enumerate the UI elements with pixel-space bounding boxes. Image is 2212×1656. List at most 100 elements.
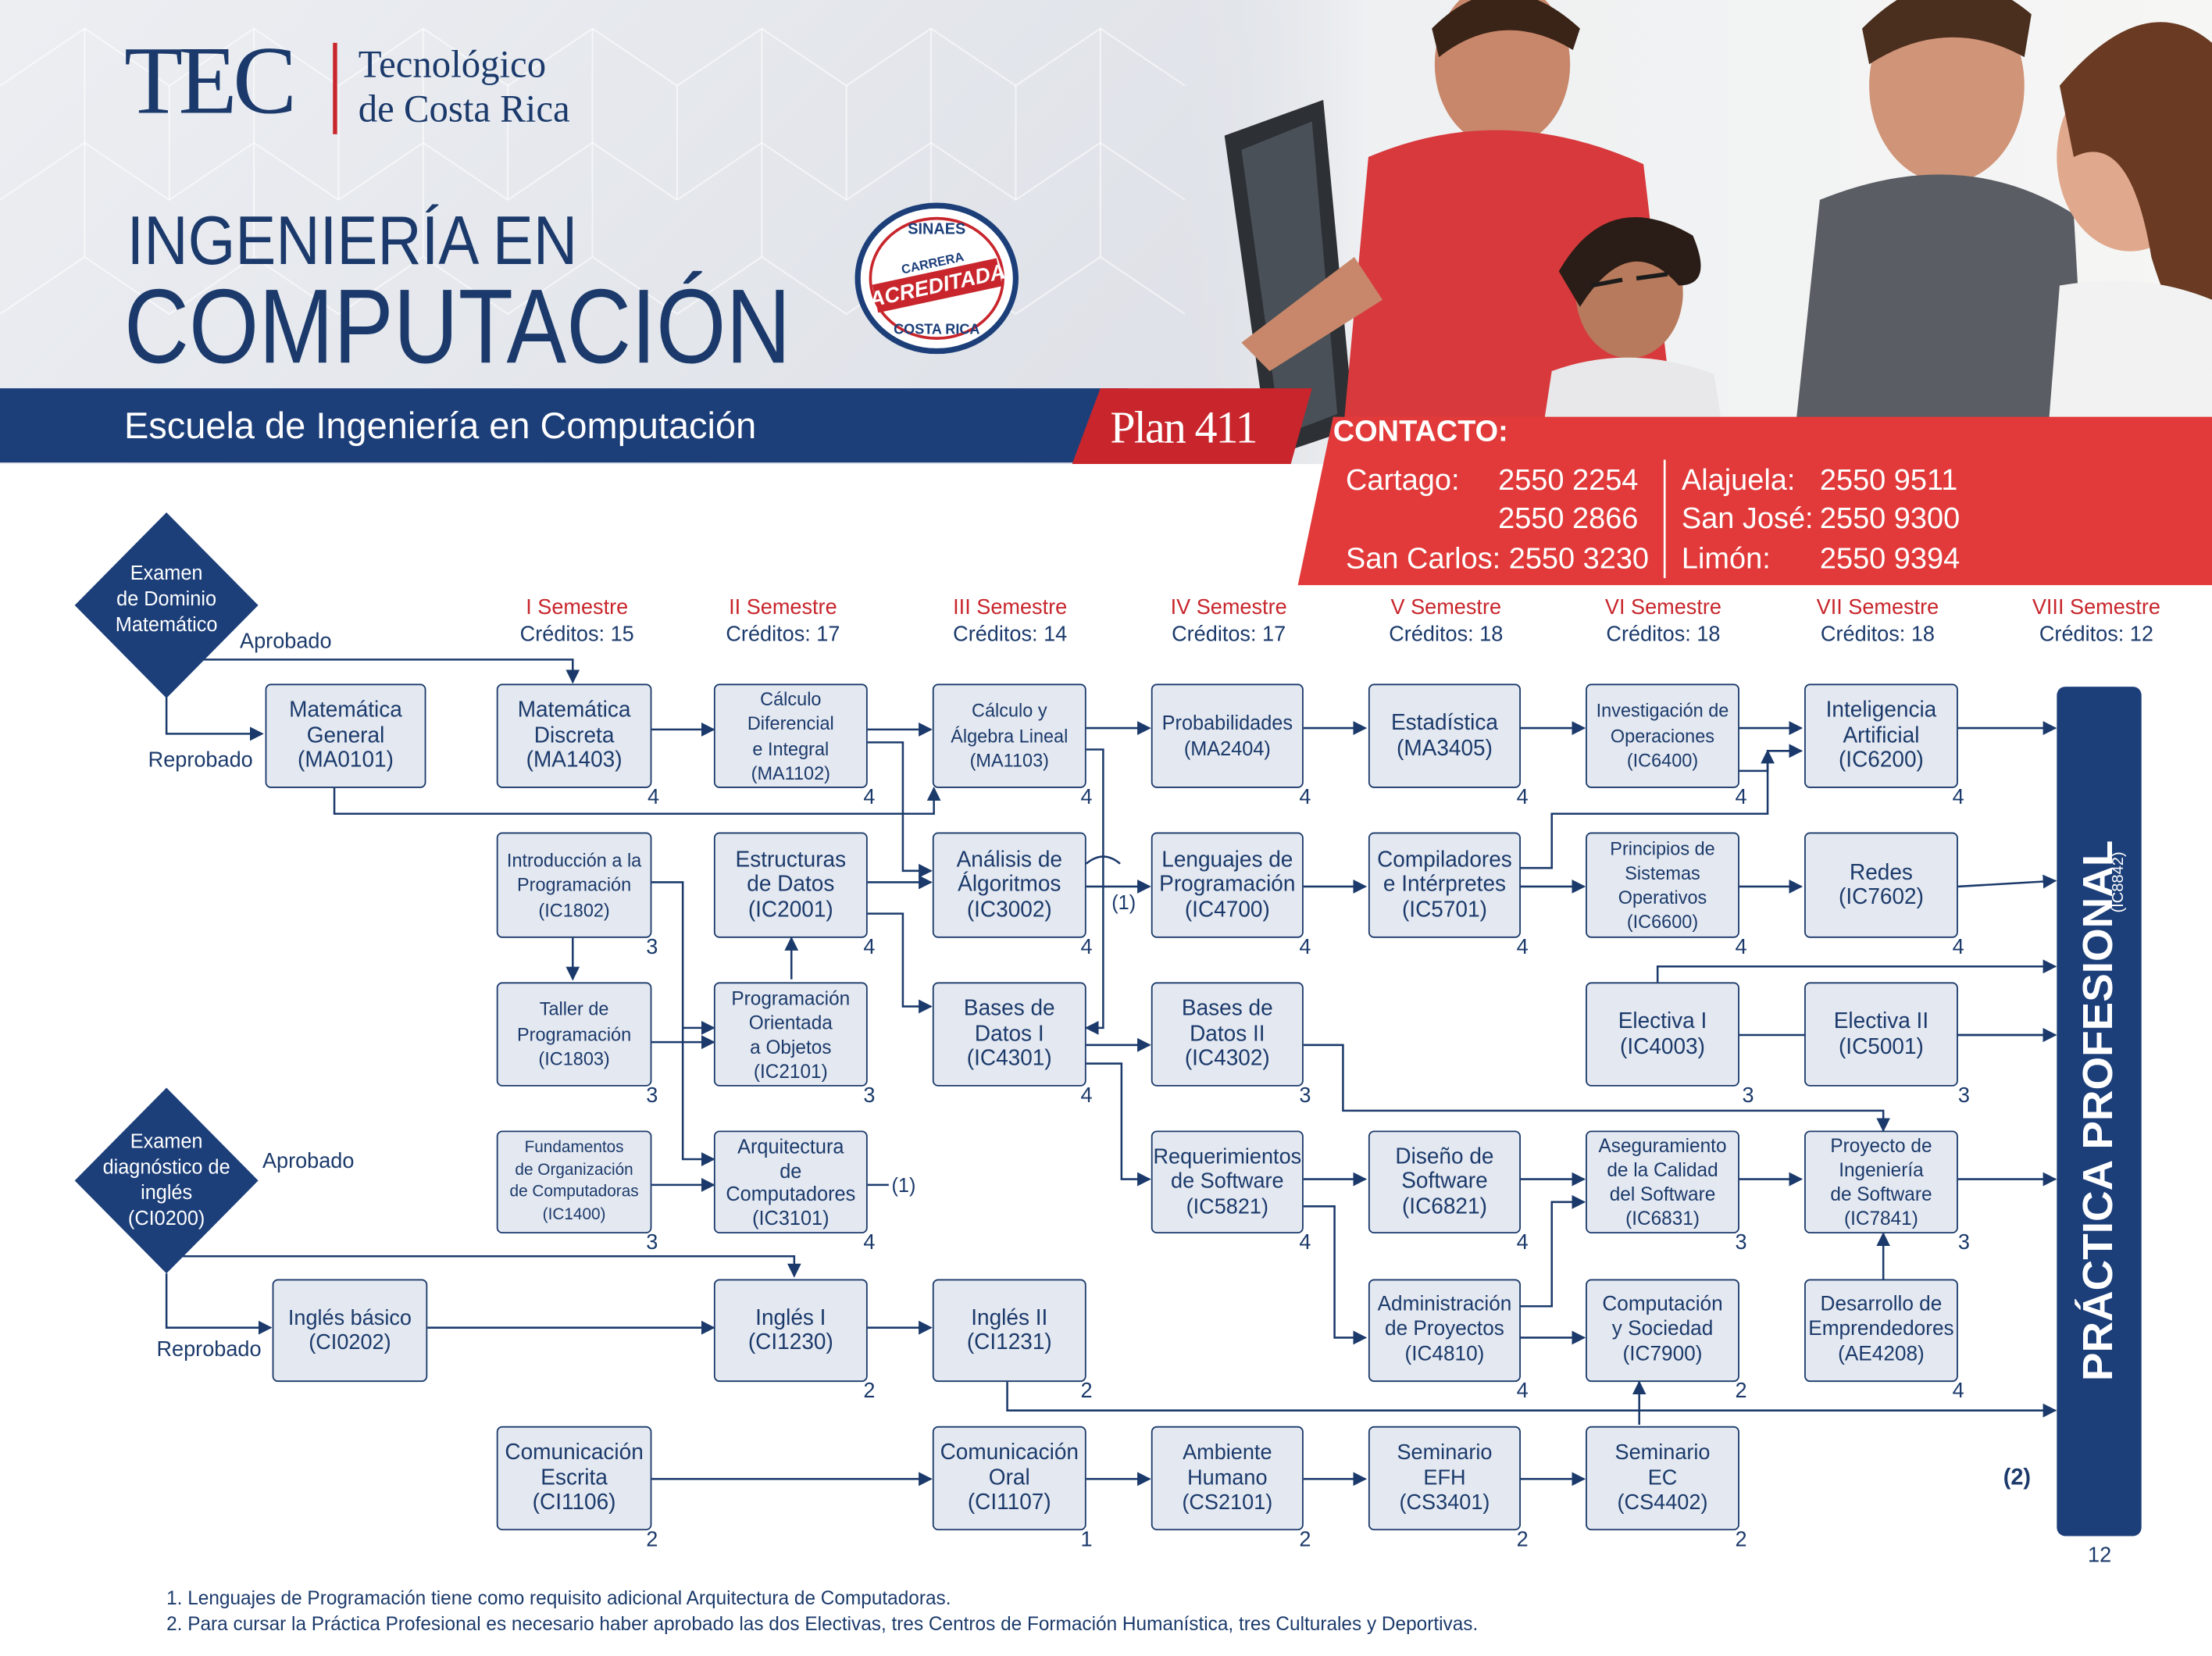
semester-header: I Semestre Créditos: 15 (478, 594, 676, 648)
page-title-line2: COMPUTACIÓN (123, 266, 791, 386)
course-credits: 4 (648, 785, 660, 810)
professional-practice-bar[interactable] (2057, 687, 2142, 1536)
course-box[interactable]: Inglés I (CI1230) (713, 1279, 868, 1383)
course-box[interactable]: Inteligencia Artificial (IC6200) (1804, 683, 1958, 788)
course-credits: 2 (1516, 1527, 1529, 1552)
course-box[interactable]: Electiva II (IC5001) (1804, 982, 1958, 1087)
course-credits: 4 (863, 1230, 876, 1255)
footnote-ref-1: (1) (1111, 890, 1136, 914)
course-credits: 2 (1080, 1379, 1093, 1404)
school-band (0, 388, 1129, 463)
course-box[interactable]: Estructuras de Datos (IC2001) (713, 832, 868, 938)
course-box[interactable]: Bases de Datos I (IC4301) (932, 982, 1086, 1087)
course-box[interactable]: Electiva I (IC4003) (1586, 982, 1739, 1087)
semester-name: IV Semestre (1170, 595, 1287, 620)
professional-practice-code: (IC8842) (2110, 851, 2128, 913)
course-credits: 2 (863, 1379, 876, 1404)
course-box[interactable]: Fundamentos de Organización de Computado… (496, 1130, 652, 1234)
course-box[interactable]: Redes (IC7602) (1804, 832, 1958, 938)
course-credits: 4 (1080, 1083, 1093, 1108)
contact-alajuela-phone: 2550 9511 (1819, 463, 1958, 498)
hex-pattern (0, 27, 1186, 316)
course-box[interactable]: Seminario EFH (CS3401) (1368, 1426, 1521, 1531)
course-box[interactable]: Estadística (MA3405) (1368, 683, 1521, 788)
course-box[interactable]: Matemática General (MA0101) (265, 683, 426, 788)
course-box[interactable]: Introducción a la Programación (IC1802) (496, 832, 652, 938)
course-credits: 3 (646, 935, 658, 960)
semester-header: VIII Semestre Créditos: 12 (1997, 594, 2195, 648)
course-box[interactable]: Lenguajes de Programación (IC4700) (1151, 832, 1304, 938)
course-box[interactable]: Ambiente Humano (CS2101) (1151, 1426, 1304, 1531)
course-box[interactable]: Principios de Sistemas Operativos (IC660… (1586, 832, 1739, 938)
tec-logo-acronym: TEC (123, 25, 297, 134)
course-box[interactable]: Seminario EC (CS4402) (1586, 1426, 1739, 1531)
sinaes-accreditation-seal: SINAES CARRERA ACREDITADA COSTA RICA (854, 202, 1019, 355)
logo-divider (333, 42, 337, 134)
course-box[interactable]: Comunicación Escrita (CI1106) (496, 1426, 652, 1531)
contact-sancarlos: San Carlos: 2550 3230 (1346, 542, 1650, 576)
semester-credits: Créditos: 18 (1820, 622, 1935, 647)
semester-name: VII Semestre (1816, 595, 1939, 620)
semester-header: III Semestre Créditos: 14 (912, 594, 1109, 648)
course-credits: 4 (1080, 785, 1093, 810)
contact-limon-phone: 2550 9394 (1819, 542, 1960, 576)
course-box[interactable]: Probabilidades (MA2404) (1151, 683, 1304, 788)
course-box[interactable]: Análisis de Álgoritmos (IC3002) (932, 832, 1086, 938)
course-box[interactable]: Cálculo y Álgebra Lineal (MA1103) (932, 683, 1086, 788)
semester-header: VI Semestre Créditos: 18 (1564, 594, 1762, 648)
course-credits: 4 (1516, 1379, 1529, 1404)
course-box[interactable]: Cálculo Diferencial e Integral (MA1102) (713, 683, 868, 788)
course-box[interactable]: Administración de Proyectos (IC4810) (1368, 1279, 1521, 1383)
course-box[interactable]: Requerimientos de Software (IC5821) (1151, 1130, 1304, 1234)
footnote-ref-1b: (1) (891, 1173, 916, 1197)
contact-band (1072, 388, 2212, 586)
course-box[interactable]: Arquitectura de Computadores (IC3101) (713, 1130, 868, 1234)
course-box[interactable]: Compiladores e Intérpretes (IC5701) (1368, 832, 1521, 938)
course-credits: 4 (1080, 935, 1093, 960)
professional-practice-title: PRÁCTICA PROFESIONAL (2075, 840, 2122, 1382)
semester-name: VIII Semestre (2032, 595, 2160, 620)
course-box[interactable]: Proyecto de Ingeniería de Software (IC78… (1804, 1130, 1958, 1234)
school-name: Escuela de Ingeniería en Computación (123, 404, 757, 448)
course-box[interactable]: Diseño de Software (IC6821) (1368, 1130, 1521, 1234)
semester-name: II Semestre (729, 595, 837, 620)
course-box[interactable]: Comunicación Oral (CI1107) (932, 1426, 1086, 1531)
course-credits: 4 (863, 785, 876, 810)
course-credits: 4 (1299, 785, 1311, 810)
course-credits: 3 (646, 1083, 658, 1108)
course-credits: 2 (1735, 1527, 1747, 1552)
footnote-2: 2. Para cursar la Práctica Profesional e… (166, 1613, 1479, 1635)
semester-name: V Semestre (1390, 595, 1502, 620)
course-credits: 4 (1952, 935, 1964, 960)
logo-name-line1: Tecnológico (358, 42, 547, 86)
semester-header: VII Semestre Créditos: 18 (1779, 594, 1977, 648)
course-box[interactable]: Investigación de Operaciones (IC6400) (1586, 683, 1739, 788)
course-box[interactable]: Inglés básico (CI0202) (272, 1279, 428, 1383)
course-box[interactable]: Taller de Programación (IC1803) (496, 982, 652, 1087)
semester-header: IV Semestre Créditos: 17 (1130, 594, 1328, 648)
course-credits: 4 (1299, 1230, 1311, 1255)
course-credits: 4 (1516, 785, 1529, 810)
course-box[interactable]: Aseguramiento de la Calidad del Software… (1586, 1130, 1739, 1234)
course-credits: 2 (1299, 1527, 1311, 1552)
course-box[interactable]: Inglés II (CI1231) (932, 1279, 1086, 1383)
tec-logo-name: Tecnológico de Costa Rica (359, 43, 570, 131)
course-box[interactable]: Matemática Discreta (MA1403) (496, 683, 652, 788)
course-credits: 4 (1952, 1379, 1964, 1404)
contact-cartago-phone1: 2550 2254 (1498, 463, 1639, 498)
contact-cartago-phone2: 2550 2866 (1498, 502, 1639, 536)
course-box[interactable]: Desarrollo de Emprendedores (AE4208) (1804, 1279, 1958, 1383)
contact-title: CONTACTO: (1333, 415, 1508, 448)
footnote-ref-2: (2) (2003, 1465, 2032, 1491)
course-box[interactable]: Programación Orientada a Objetos (IC2101… (713, 982, 868, 1087)
english-exam-text: Examen diagnóstico de inglés (CI0200) (102, 1129, 230, 1230)
course-credits: 3 (1957, 1083, 1970, 1108)
course-box[interactable]: Bases de Datos II (IC4302) (1151, 982, 1304, 1087)
contact-sanjose-label: San José: (1681, 502, 1814, 536)
semester-header: V Semestre Créditos: 18 (1347, 594, 1545, 648)
logo-name-line2: de Costa Rica (358, 87, 570, 130)
semester-header: II Semestre Créditos: 17 (684, 594, 882, 648)
course-box[interactable]: Computación y Sociedad (IC7900) (1586, 1279, 1739, 1383)
semester-credits: Créditos: 17 (1172, 622, 1286, 647)
english-exam-pass-label: Aprobado (262, 1149, 355, 1174)
